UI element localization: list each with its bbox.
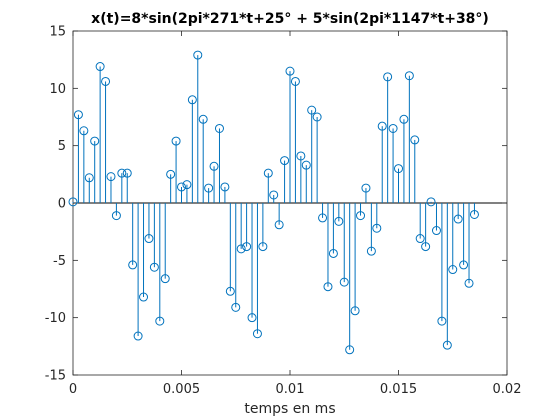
- stem-marker: [388, 123, 398, 133]
- stem-marker: [166, 169, 176, 179]
- stem-marker: [318, 213, 328, 223]
- stem-marker: [252, 329, 262, 339]
- stem-marker: [421, 242, 431, 252]
- x-axis-label: temps en ms: [244, 401, 335, 417]
- stem-marker: [79, 126, 89, 136]
- stem-marker: [209, 161, 219, 171]
- stem-marker: [285, 66, 295, 76]
- stem-marker: [415, 234, 425, 244]
- stem-marker: [431, 226, 441, 236]
- stem-marker: [345, 345, 355, 355]
- y-tick-label: 10: [49, 82, 66, 97]
- stem-marker: [144, 234, 154, 244]
- y-tick-label: 0: [58, 197, 66, 212]
- plot-area: 0 0.005 0.01 0.015 0.02 -15 -10 -5 0 5 10 15: [45, 25, 522, 398]
- stem-marker: [269, 190, 279, 200]
- stem-marker: [290, 76, 300, 86]
- stem-marker: [356, 211, 366, 221]
- stem-marker: [155, 316, 165, 326]
- x-tick-label: 0.02: [493, 382, 522, 397]
- y-tick-label: -10: [45, 311, 66, 326]
- stem-marker: [247, 313, 257, 323]
- chart-title: x(t)=8*sin(2pi*271*t+25° + 5*sin(2pi*114…: [91, 11, 489, 27]
- stem-marker: [312, 112, 322, 122]
- stem-marker: [339, 277, 349, 287]
- stem-marker: [323, 282, 333, 292]
- stem-marker: [171, 136, 181, 146]
- stem-marker: [410, 135, 420, 145]
- stem-marker: [263, 168, 273, 178]
- stem-marker: [73, 110, 83, 120]
- stem-marker: [328, 248, 338, 258]
- y-tick-label: 5: [58, 139, 66, 154]
- stem-marker: [90, 136, 100, 146]
- stem-marker: [101, 76, 111, 86]
- stem-marker: [464, 278, 474, 288]
- stem-marker: [128, 260, 138, 270]
- stem-marker: [122, 168, 132, 178]
- stem-marker: [453, 214, 463, 224]
- stem-marker: [160, 274, 170, 284]
- stem-marker: [198, 114, 208, 124]
- stem-marker: [149, 262, 159, 272]
- stem-marker: [193, 50, 203, 60]
- stem-marker: [399, 114, 409, 124]
- stem-marker: [361, 183, 371, 193]
- y-tick-label: -15: [45, 369, 66, 384]
- stem-marker: [404, 71, 414, 81]
- stem-marker: [225, 286, 235, 296]
- stem-marker: [220, 182, 230, 192]
- stem-marker: [84, 173, 94, 183]
- stem-marker: [133, 331, 143, 341]
- stem-marker: [258, 242, 268, 252]
- stem-marker: [437, 316, 447, 326]
- stem-marker: [106, 172, 116, 182]
- stem-marker: [111, 211, 121, 221]
- y-tick-label: -5: [53, 254, 66, 269]
- stem-marker: [372, 223, 382, 233]
- stem-marker: [350, 306, 360, 316]
- stem-marker: [68, 197, 78, 207]
- stem-marker: [117, 168, 127, 178]
- stem-marker: [469, 209, 479, 219]
- stem-marker: [236, 244, 246, 254]
- stem-marker: [394, 164, 403, 174]
- x-tick-label: 0: [69, 382, 77, 397]
- stem-marker: [442, 340, 452, 350]
- stem-marker: [204, 183, 214, 193]
- y-tick-label: 15: [49, 25, 66, 40]
- stem-marker: [242, 242, 252, 252]
- stem-marker: [383, 72, 393, 82]
- stem-marker: [366, 246, 376, 256]
- stem-marker: [377, 121, 387, 131]
- stem-marker: [177, 182, 186, 192]
- stem-marker: [95, 62, 105, 72]
- x-tick-label: 0.015: [380, 382, 417, 397]
- stem-marker: [426, 197, 436, 207]
- stem-marker: [334, 216, 344, 226]
- x-tick-label: 0.01: [276, 382, 305, 397]
- x-tick-label: 0.005: [163, 382, 200, 397]
- stem-marker: [307, 105, 317, 115]
- stem-marker: [280, 156, 290, 166]
- stem-marker: [274, 220, 284, 230]
- stem-marker: [231, 302, 241, 312]
- stem-marker: [182, 180, 192, 190]
- stem-marker: [187, 95, 197, 105]
- stem-marker: [301, 160, 311, 170]
- stem-marker: [296, 151, 306, 161]
- stem-marker: [448, 265, 458, 275]
- stem-marker: [139, 292, 149, 302]
- stem-marker: [459, 260, 469, 270]
- stem-marker: [214, 123, 224, 133]
